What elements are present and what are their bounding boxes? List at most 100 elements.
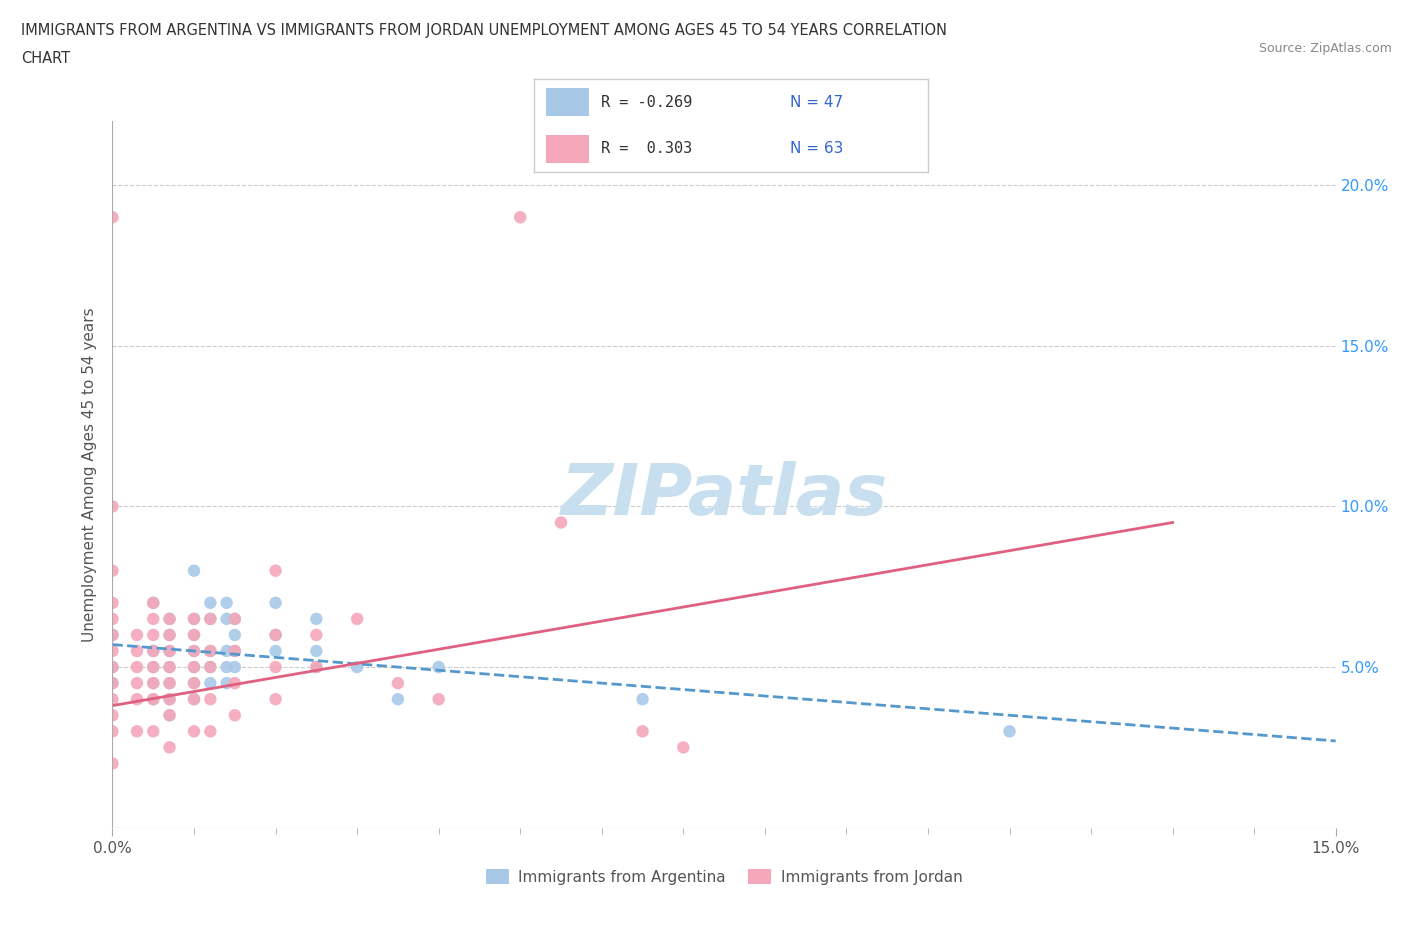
Point: [264, 692, 287, 707]
Point: [142, 644, 165, 658]
Y-axis label: Unemployment Among Ages 45 to 54 years: Unemployment Among Ages 45 to 54 years: [82, 307, 97, 642]
Bar: [546, 135, 589, 163]
Point: [305, 644, 328, 658]
Point: [159, 708, 181, 723]
Point: [142, 676, 165, 691]
Point: [101, 628, 124, 643]
Point: [101, 210, 124, 225]
Point: [125, 628, 148, 643]
Point: [159, 676, 181, 691]
Point: [183, 644, 205, 658]
Text: R =  0.303: R = 0.303: [602, 141, 693, 156]
Point: [264, 564, 287, 578]
Point: [346, 611, 368, 626]
Point: [215, 644, 238, 658]
Point: [215, 595, 238, 610]
Point: [200, 644, 222, 658]
Point: [159, 611, 181, 626]
Point: [509, 210, 531, 225]
Point: [631, 724, 654, 738]
Text: Source: ZipAtlas.com: Source: ZipAtlas.com: [1258, 42, 1392, 55]
Point: [142, 724, 165, 738]
Point: [125, 659, 148, 674]
Point: [346, 659, 368, 674]
Text: CHART: CHART: [21, 51, 70, 66]
Point: [101, 644, 124, 658]
Point: [264, 628, 287, 643]
Point: [159, 692, 181, 707]
Point: [142, 659, 165, 674]
Point: [101, 756, 124, 771]
Point: [125, 692, 148, 707]
Point: [159, 611, 181, 626]
Point: [215, 659, 238, 674]
Point: [183, 692, 205, 707]
Point: [183, 611, 205, 626]
Text: N = 47: N = 47: [790, 95, 844, 110]
Text: IMMIGRANTS FROM ARGENTINA VS IMMIGRANTS FROM JORDAN UNEMPLOYMENT AMONG AGES 45 T: IMMIGRANTS FROM ARGENTINA VS IMMIGRANTS …: [21, 23, 948, 38]
Point: [387, 676, 409, 691]
Point: [159, 659, 181, 674]
Text: R = -0.269: R = -0.269: [602, 95, 693, 110]
Point: [101, 611, 124, 626]
Point: [200, 611, 222, 626]
Point: [183, 628, 205, 643]
Point: [142, 595, 165, 610]
Text: ZIPatlas: ZIPatlas: [561, 461, 887, 530]
Point: [427, 659, 450, 674]
Point: [125, 644, 148, 658]
Point: [101, 724, 124, 738]
Point: [159, 628, 181, 643]
Point: [224, 708, 246, 723]
Bar: [546, 88, 589, 116]
Point: [183, 724, 205, 738]
Point: [183, 628, 205, 643]
Point: [183, 676, 205, 691]
Point: [264, 628, 287, 643]
Point: [200, 676, 222, 691]
Point: [200, 611, 222, 626]
Point: [159, 644, 181, 658]
Point: [142, 644, 165, 658]
Point: [224, 628, 246, 643]
Point: [264, 659, 287, 674]
Point: [224, 611, 246, 626]
Point: [183, 692, 205, 707]
Point: [101, 564, 124, 578]
Point: [159, 659, 181, 674]
Point: [125, 724, 148, 738]
Point: [200, 659, 222, 674]
Point: [200, 595, 222, 610]
Point: [142, 595, 165, 610]
Point: [998, 724, 1021, 738]
Point: [183, 564, 205, 578]
Point: [183, 676, 205, 691]
Point: [183, 659, 205, 674]
Point: [159, 708, 181, 723]
Point: [305, 611, 328, 626]
Point: [101, 659, 124, 674]
Point: [159, 692, 181, 707]
Point: [200, 724, 222, 738]
Point: [305, 628, 328, 643]
Point: [142, 692, 165, 707]
Point: [101, 676, 124, 691]
Point: [159, 740, 181, 755]
Point: [631, 692, 654, 707]
Point: [224, 659, 246, 674]
Point: [101, 692, 124, 707]
Point: [427, 692, 450, 707]
Point: [387, 692, 409, 707]
Point: [215, 611, 238, 626]
Point: [264, 644, 287, 658]
Point: [101, 499, 124, 514]
Point: [159, 628, 181, 643]
Point: [142, 628, 165, 643]
Point: [215, 676, 238, 691]
Point: [101, 676, 124, 691]
Point: [142, 676, 165, 691]
Point: [183, 659, 205, 674]
Point: [224, 644, 246, 658]
Point: [224, 644, 246, 658]
Point: [200, 692, 222, 707]
